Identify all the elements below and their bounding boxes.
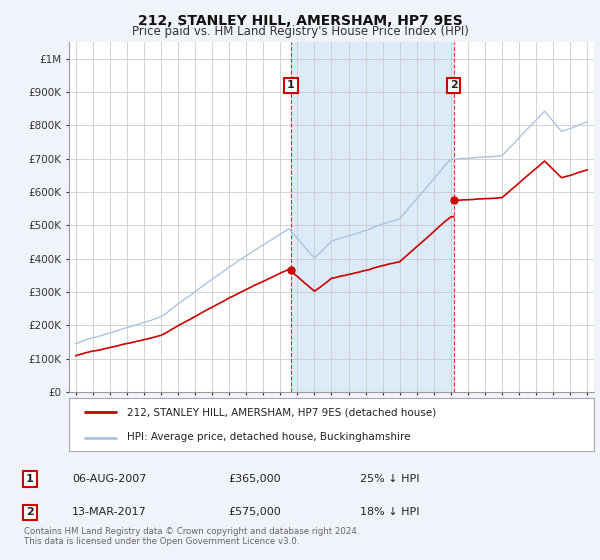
Text: 13-MAR-2017: 13-MAR-2017 (72, 507, 147, 517)
Text: £575,000: £575,000 (228, 507, 281, 517)
Text: 18% ↓ HPI: 18% ↓ HPI (360, 507, 419, 517)
Text: 25% ↓ HPI: 25% ↓ HPI (360, 474, 419, 484)
Text: HPI: Average price, detached house, Buckinghamshire: HPI: Average price, detached house, Buck… (127, 432, 410, 442)
Text: Contains HM Land Registry data © Crown copyright and database right 2024.
This d: Contains HM Land Registry data © Crown c… (24, 526, 359, 546)
Text: 1: 1 (287, 80, 295, 90)
Text: 2: 2 (26, 507, 34, 517)
Text: 212, STANLEY HILL, AMERSHAM, HP7 9ES: 212, STANLEY HILL, AMERSHAM, HP7 9ES (137, 14, 463, 28)
Bar (291, 42, 454, 392)
Text: 06-AUG-2007: 06-AUG-2007 (72, 474, 146, 484)
Text: 212, STANLEY HILL, AMERSHAM, HP7 9ES (detached house): 212, STANLEY HILL, AMERSHAM, HP7 9ES (de… (127, 408, 436, 418)
Text: £365,000: £365,000 (228, 474, 281, 484)
Text: 1: 1 (26, 474, 34, 484)
Text: 2: 2 (450, 80, 458, 90)
Text: Price paid vs. HM Land Registry's House Price Index (HPI): Price paid vs. HM Land Registry's House … (131, 25, 469, 38)
